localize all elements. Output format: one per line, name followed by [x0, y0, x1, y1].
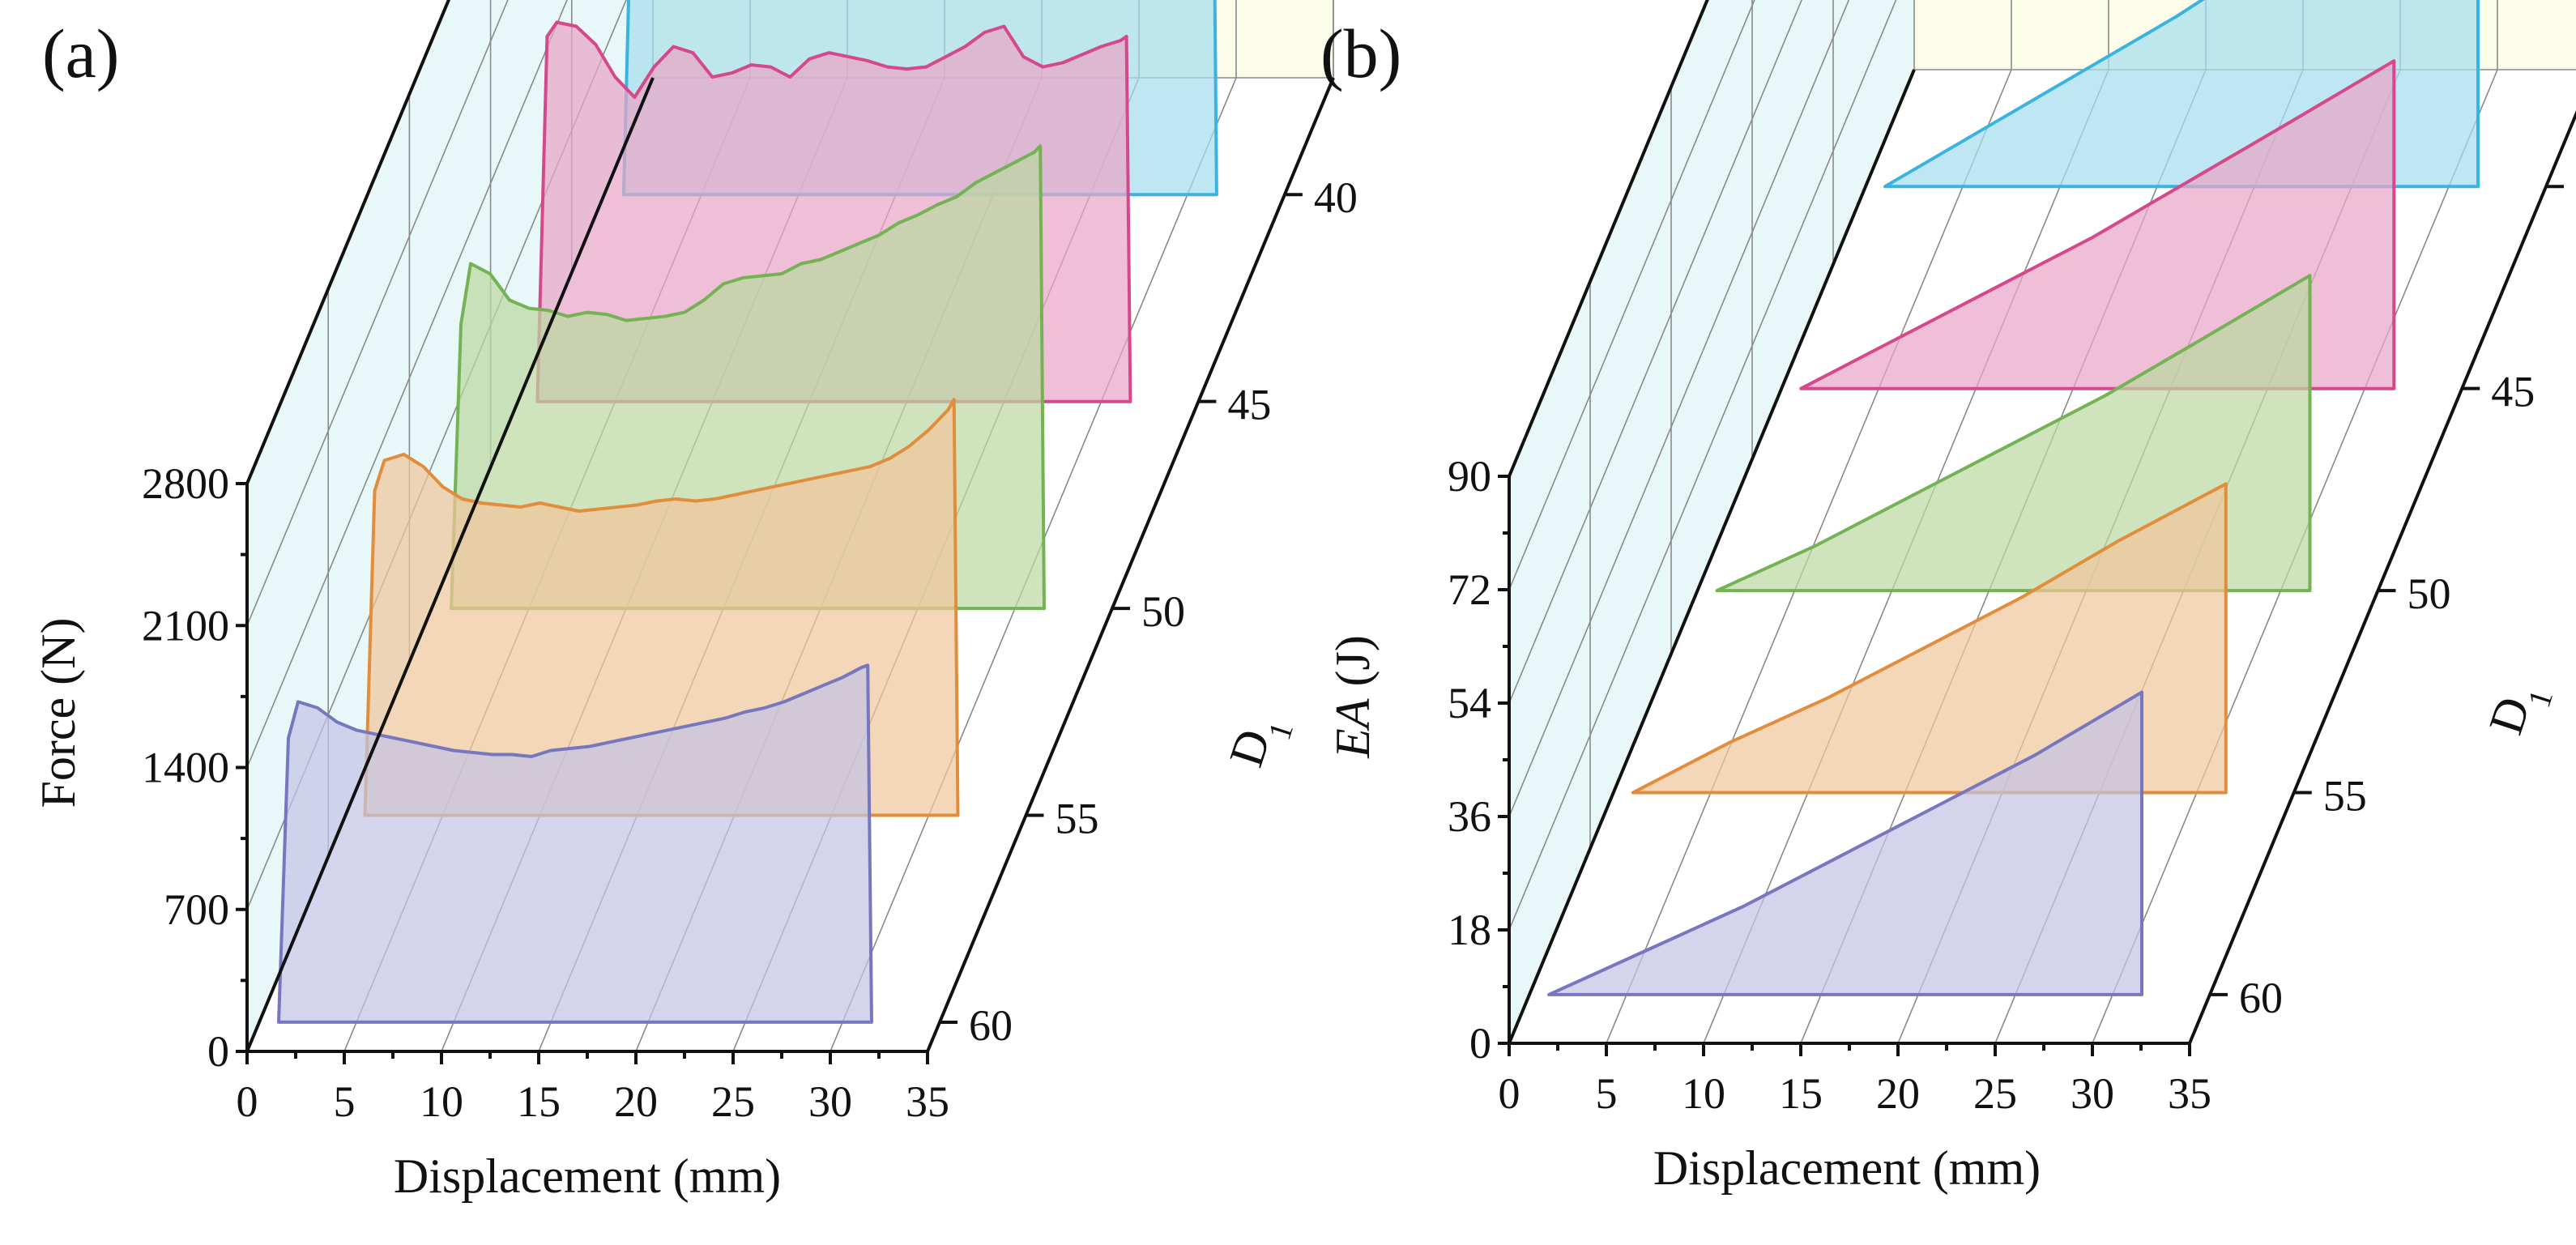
x-tick-label: 0: [237, 1077, 258, 1126]
gridline-y: [246, 0, 568, 768]
z-tick-label: 45: [1227, 381, 1271, 429]
series-area-60: [1547, 690, 2143, 996]
y-axis-label: Force (N): [32, 618, 85, 808]
x-tick-label: 30: [2071, 1069, 2114, 1118]
z-axis-line: [2188, 110, 2576, 1044]
y-tick-label: 72: [1448, 565, 1491, 614]
side-wall-top-edge: [1508, 0, 1709, 477]
panel-b-letter: (b): [1320, 15, 1401, 92]
x-tick-label: 20: [1876, 1069, 1920, 1118]
x-tick-label: 10: [420, 1077, 463, 1126]
z-axis-label: D1: [1219, 708, 1300, 778]
z-axis-label: D1: [2479, 676, 2560, 745]
z-axis-line: [926, 77, 1335, 1052]
y-tick-label: 1400: [142, 744, 229, 792]
floor-left-edge: [1508, 69, 1916, 1044]
y-tick-label: 700: [164, 885, 229, 934]
z-tick-label: 60: [969, 1001, 1013, 1050]
x-tick-label: 35: [2168, 1069, 2211, 1118]
x-tick-label: 5: [1596, 1069, 1618, 1118]
z-tick-label: 50: [1141, 587, 1185, 636]
y-tick-label: 2800: [142, 459, 229, 508]
x-tick-label: 25: [1973, 1069, 2017, 1118]
y-tick-label: 54: [1448, 679, 1491, 727]
z-tick-label: 50: [2408, 569, 2451, 618]
panel-b: (b) 01836547290051015202530356055504540D…: [1320, 0, 2576, 1195]
y-tick-label: 2100: [142, 601, 229, 650]
axes: 01836547290051015202530356055504540: [1448, 0, 2576, 1118]
y-tick-label: 36: [1448, 792, 1491, 841]
y-axis-label-unit: (J): [1326, 635, 1380, 698]
x-tick-label: 0: [1499, 1069, 1520, 1118]
y-tick-label: 0: [207, 1027, 229, 1076]
z-tick-label: 60: [2239, 974, 2283, 1022]
x-tick-label: 15: [517, 1077, 561, 1126]
y-axis-label: EA (J): [1326, 635, 1380, 759]
y-tick-label: 90: [1448, 452, 1491, 501]
y-axis-label-italic: EA: [1326, 698, 1380, 759]
gridline-y: [1508, 0, 1850, 817]
x-tick-label: 35: [906, 1077, 949, 1126]
x-tick-label: 10: [1682, 1069, 1725, 1118]
gridline-y: [1508, 0, 1897, 931]
x-tick-label: 15: [1779, 1069, 1823, 1118]
gridline-y: [1508, 0, 1755, 591]
axes: 0 700 1400 2100 2800 0 5 10 15 20 25 30 35 60 55 50 45 40: [142, 0, 1358, 1126]
gridline-y: [1508, 0, 1802, 704]
x-axis-label: Displacement (mm): [394, 1149, 781, 1203]
z-tick-label: 55: [2323, 771, 2367, 820]
z-tick-label: 40: [1314, 173, 1358, 222]
panel-a-letter: (a): [42, 15, 119, 92]
series-area-55: [1631, 482, 2228, 795]
y-tick-label: 18: [1448, 906, 1491, 954]
x-tick-label: 20: [614, 1077, 658, 1126]
x-tick-label: 30: [808, 1077, 852, 1126]
x-tick-label: 5: [334, 1077, 356, 1126]
floor-left-edge: [245, 77, 655, 1052]
x-axis-label: Displacement (mm): [1653, 1141, 2041, 1195]
side-wall-top-edge: [245, 0, 450, 484]
y-tick-label: 0: [1469, 1019, 1491, 1068]
series-area-45: [1799, 59, 2396, 390]
series-area-60: [277, 663, 873, 1024]
panel-a: (a) 0 700 1400 2100 2800 0 5 10 15 20 25 30 35 60 55 50…: [32, 0, 1358, 1203]
x-tick-label: 25: [711, 1077, 755, 1126]
z-tick-label: 55: [1055, 795, 1098, 843]
gridline-y: [246, 0, 509, 626]
z-tick-label: 45: [2491, 368, 2535, 416]
side-wall: [1509, 0, 1914, 1043]
series-area-50: [1715, 274, 2312, 593]
